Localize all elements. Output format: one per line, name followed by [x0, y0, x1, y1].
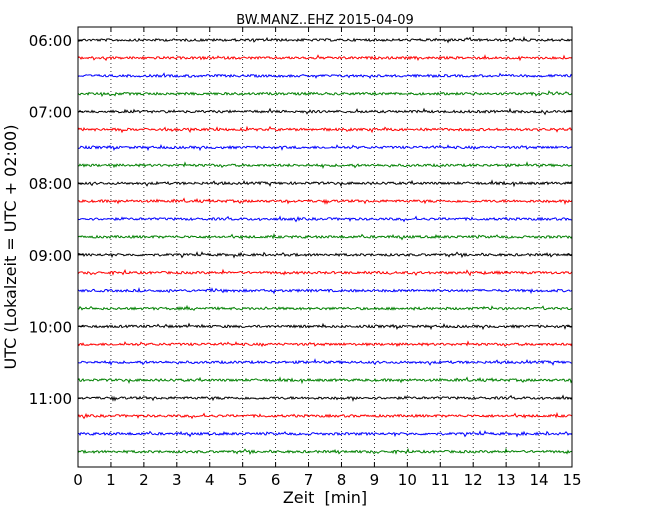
trace-line [77, 215, 573, 223]
x-tick-label: 10 [398, 471, 417, 489]
trace-line [77, 286, 573, 295]
trace-line [77, 144, 573, 152]
y-tick-label: 09:00 [29, 247, 72, 265]
chart-title: BW.MANZ..EHZ 2015-04-09 [236, 13, 414, 28]
trace-group [77, 36, 573, 456]
trace-line [77, 125, 573, 134]
trace-line [77, 358, 573, 366]
trace-line [77, 430, 573, 438]
trace-line [77, 197, 573, 205]
y-tick-label: 11:00 [29, 390, 72, 408]
trace-line [77, 232, 573, 241]
trace-line [77, 161, 573, 169]
y-tick-label: 07:00 [29, 104, 72, 122]
x-tick-label: 13 [497, 471, 516, 489]
x-tick-label: 4 [205, 471, 215, 489]
x-tick-label: 11 [431, 471, 450, 489]
trace-line [77, 411, 573, 420]
x-tick-label: 7 [304, 471, 314, 489]
x-tick-label: 0 [73, 471, 83, 489]
trace-line [77, 251, 573, 259]
trace-line [77, 447, 573, 456]
x-tick-label: 14 [530, 471, 549, 489]
trace-line [77, 304, 573, 311]
x-axis: 0 1 2 3 4 5 6 7 8 9 10 11 12 13 14 15 [73, 27, 582, 489]
x-tick-label: 1 [106, 471, 116, 489]
trace-line [77, 90, 573, 98]
x-tick-label: 3 [172, 471, 182, 489]
trace-line [77, 54, 573, 62]
x-tick-label: 15 [562, 471, 581, 489]
trace-line [77, 268, 573, 277]
y-tick-label: 06:00 [29, 32, 72, 50]
x-tick-label: 9 [370, 471, 380, 489]
x-axis-label: Zeit [min] [283, 488, 367, 507]
x-tick-label: 6 [271, 471, 281, 489]
grid-lines [110, 27, 540, 467]
trace-line [77, 322, 573, 331]
trace-line [77, 394, 573, 402]
y-tick-label: 08:00 [29, 175, 72, 193]
trace-line [77, 107, 573, 116]
y-axis-label: UTC (Lokalzeit = UTC + 02:00) [1, 125, 20, 370]
y-tick-label: 10:00 [29, 318, 72, 336]
trace-line [77, 376, 573, 385]
plot-frame [77, 26, 573, 468]
trace-line [77, 72, 573, 79]
x-tick-label: 2 [139, 471, 149, 489]
x-tick-label: 12 [464, 471, 483, 489]
trace-line [77, 36, 573, 44]
x-tick-label: 8 [337, 471, 347, 489]
trace-line [77, 179, 573, 188]
x-tick-label: 5 [238, 471, 248, 489]
y-axis: 06:00 07:00 08:00 09:00 10:00 11:00 [29, 32, 572, 408]
trace-line [77, 340, 573, 348]
